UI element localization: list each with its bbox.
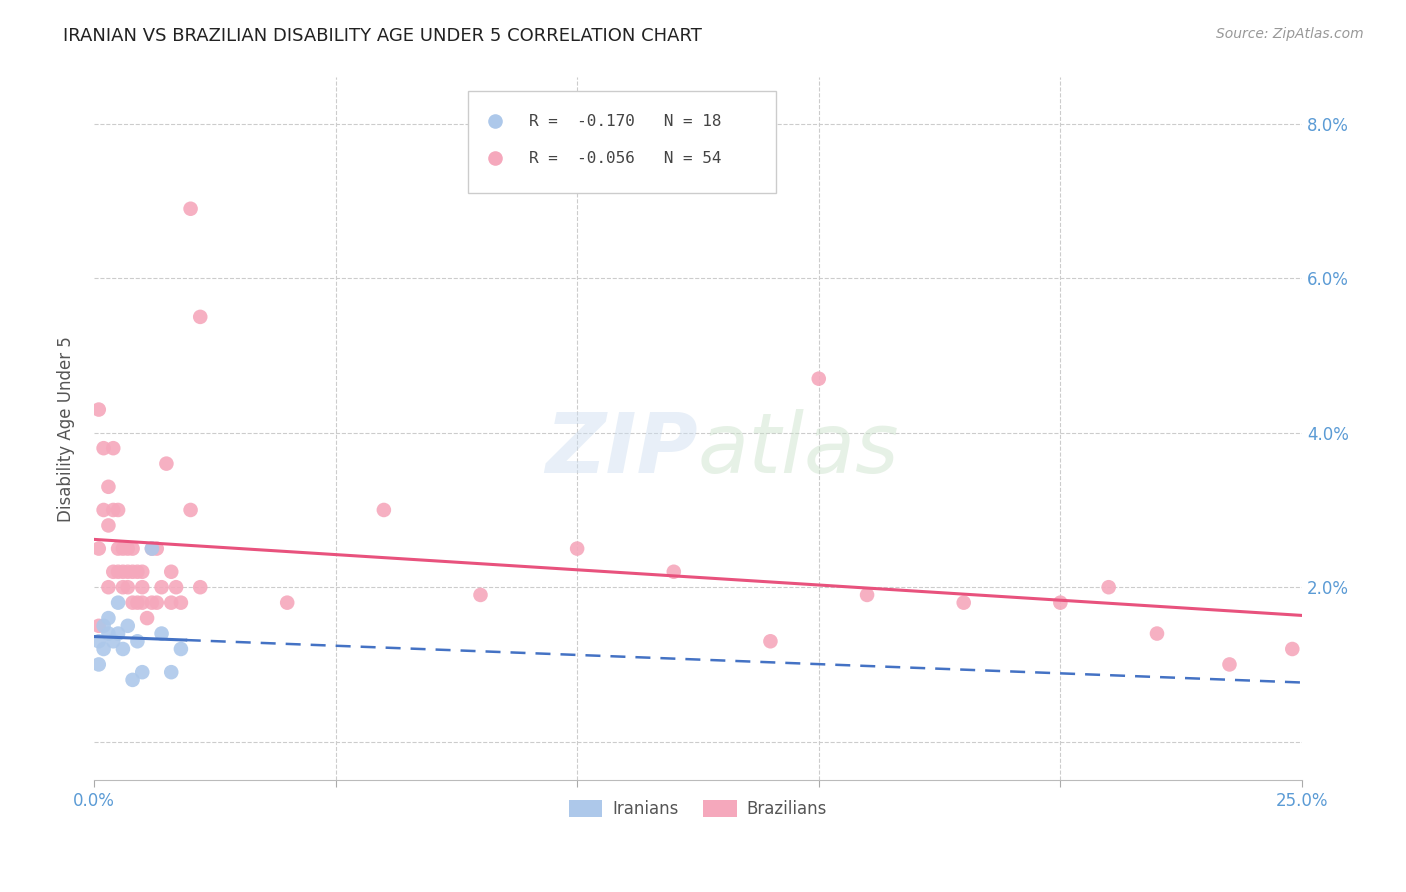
Point (1146, 626, 1168, 640)
Point (180, 202, 202, 216)
Point (103, 503, 125, 517)
Point (117, 580, 139, 594)
Point (160, 596, 183, 610)
Text: Source: ZipAtlas.com: Source: ZipAtlas.com (1216, 27, 1364, 41)
Point (131, 665, 153, 680)
Point (121, 596, 143, 610)
Point (93, 503, 115, 517)
Point (117, 541, 139, 556)
Point (145, 596, 167, 610)
Point (150, 626, 173, 640)
Point (103, 441, 125, 455)
Point (1049, 596, 1071, 610)
Text: R =  -0.056   N = 54: R = -0.056 N = 54 (529, 151, 721, 166)
Point (107, 565, 129, 579)
Point (87, 619, 110, 633)
Text: atlas: atlas (697, 409, 900, 491)
Point (93, 619, 115, 633)
Point (1281, 642, 1303, 657)
Point (93, 441, 115, 455)
Point (111, 541, 134, 556)
Y-axis label: Disability Age Under 5: Disability Age Under 5 (58, 336, 75, 522)
Point (160, 565, 183, 579)
Point (170, 642, 193, 657)
Point (127, 634, 149, 648)
Point (121, 565, 143, 579)
Point (150, 580, 173, 594)
Point (373, 503, 395, 517)
Point (759, 634, 782, 648)
Point (136, 611, 159, 625)
Point (103, 565, 125, 579)
Point (807, 372, 830, 386)
Point (87, 657, 110, 672)
Point (141, 541, 163, 556)
Point (170, 596, 193, 610)
Point (1098, 580, 1121, 594)
Point (131, 596, 153, 610)
FancyBboxPatch shape (468, 92, 776, 194)
Point (117, 565, 139, 579)
Point (107, 541, 129, 556)
Point (131, 565, 153, 579)
Point (121, 673, 143, 687)
Point (93, 642, 115, 657)
Point (180, 503, 202, 517)
Point (127, 596, 149, 610)
Point (127, 565, 149, 579)
Point (107, 503, 129, 517)
Point (188, 310, 211, 324)
Point (87, 402, 110, 417)
Point (160, 665, 183, 680)
Point (1218, 657, 1240, 672)
Point (97, 626, 120, 640)
Point (117, 619, 139, 633)
Point (111, 642, 134, 657)
Point (87, 634, 110, 648)
Point (145, 541, 167, 556)
Point (107, 626, 129, 640)
Point (131, 580, 153, 594)
Point (97, 580, 120, 594)
Text: R =  -0.170   N = 18: R = -0.170 N = 18 (529, 113, 721, 128)
Point (276, 596, 298, 610)
Point (111, 580, 134, 594)
Point (121, 541, 143, 556)
Point (111, 565, 134, 579)
Point (141, 596, 163, 610)
Text: ZIP: ZIP (546, 409, 697, 491)
Point (565, 541, 588, 556)
Point (188, 580, 211, 594)
Point (470, 588, 492, 602)
Point (87, 541, 110, 556)
Point (662, 565, 685, 579)
Point (97, 518, 120, 533)
Point (103, 634, 125, 648)
Point (856, 588, 879, 602)
Legend: Iranians, Brazilians: Iranians, Brazilians (562, 793, 834, 825)
Point (155, 457, 177, 471)
Text: IRANIAN VS BRAZILIAN DISABILITY AGE UNDER 5 CORRELATION CHART: IRANIAN VS BRAZILIAN DISABILITY AGE UNDE… (63, 27, 702, 45)
Point (97, 611, 120, 625)
Point (107, 596, 129, 610)
Point (952, 596, 974, 610)
Point (165, 580, 187, 594)
Point (141, 541, 163, 556)
Point (97, 480, 120, 494)
